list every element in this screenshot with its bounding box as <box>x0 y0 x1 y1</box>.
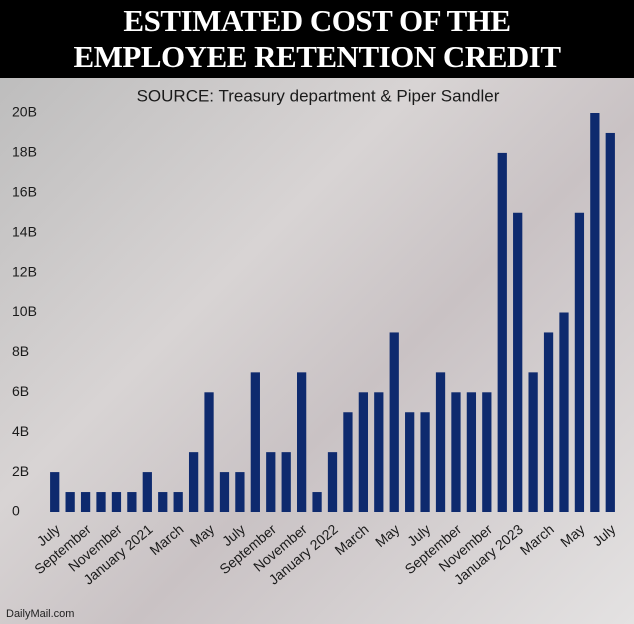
chart-title: ESTIMATED COST OF THE EMPLOYEE RETENTION… <box>0 0 634 78</box>
bar <box>343 412 353 512</box>
bar <box>142 472 152 512</box>
bar <box>528 372 538 512</box>
bar <box>497 152 507 512</box>
bar <box>80 492 91 512</box>
y-tick-label: 6B <box>12 383 29 399</box>
bar <box>312 492 322 512</box>
y-tick-label: 4B <box>12 423 29 439</box>
bar <box>543 332 554 512</box>
x-tick-label: May <box>187 521 218 550</box>
bar <box>127 492 137 512</box>
chart-subtitle: SOURCE: Treasury department & Piper Sand… <box>137 86 500 105</box>
bar <box>513 212 523 512</box>
bar <box>389 332 399 512</box>
bar <box>482 392 492 512</box>
bar <box>358 392 368 512</box>
x-tick-label: May <box>372 521 403 550</box>
y-tick-label: 16B <box>12 184 37 200</box>
y-tick-label: 10B <box>12 303 37 319</box>
bar <box>50 472 60 512</box>
y-tick-label: 2B <box>12 463 29 479</box>
bar <box>435 372 446 512</box>
credit: DailyMail.com <box>6 608 74 620</box>
bar <box>451 392 461 512</box>
bar <box>96 492 106 512</box>
bar <box>297 372 307 512</box>
bar <box>281 452 291 512</box>
y-tick-label: 12B <box>12 263 37 279</box>
x-tick-label: March <box>146 521 186 558</box>
bar <box>204 392 214 512</box>
bar <box>420 412 430 512</box>
x-tick-label: March <box>517 521 557 558</box>
y-tick-label: 0 <box>12 503 20 519</box>
bar <box>219 472 230 512</box>
y-tick-label: 14B <box>12 223 37 239</box>
bar <box>605 132 615 512</box>
bar <box>250 372 260 512</box>
bar <box>158 492 168 512</box>
bar <box>65 492 75 512</box>
bar <box>559 312 569 512</box>
bar <box>466 392 477 512</box>
bar <box>266 452 276 512</box>
bar <box>111 492 122 512</box>
bar <box>374 392 384 512</box>
y-tick-label: 20B <box>12 104 37 120</box>
bar <box>574 212 585 512</box>
bar <box>405 412 415 512</box>
x-tick-label: March <box>332 521 372 558</box>
x-tick-label: May <box>557 521 588 550</box>
bar <box>188 452 199 512</box>
bar <box>235 472 245 512</box>
bar <box>327 452 338 512</box>
bar <box>173 492 183 512</box>
y-tick-label: 18B <box>12 144 37 160</box>
x-tick-label: July <box>589 521 618 549</box>
bar <box>590 113 600 512</box>
y-tick-label: 8B <box>12 343 29 359</box>
